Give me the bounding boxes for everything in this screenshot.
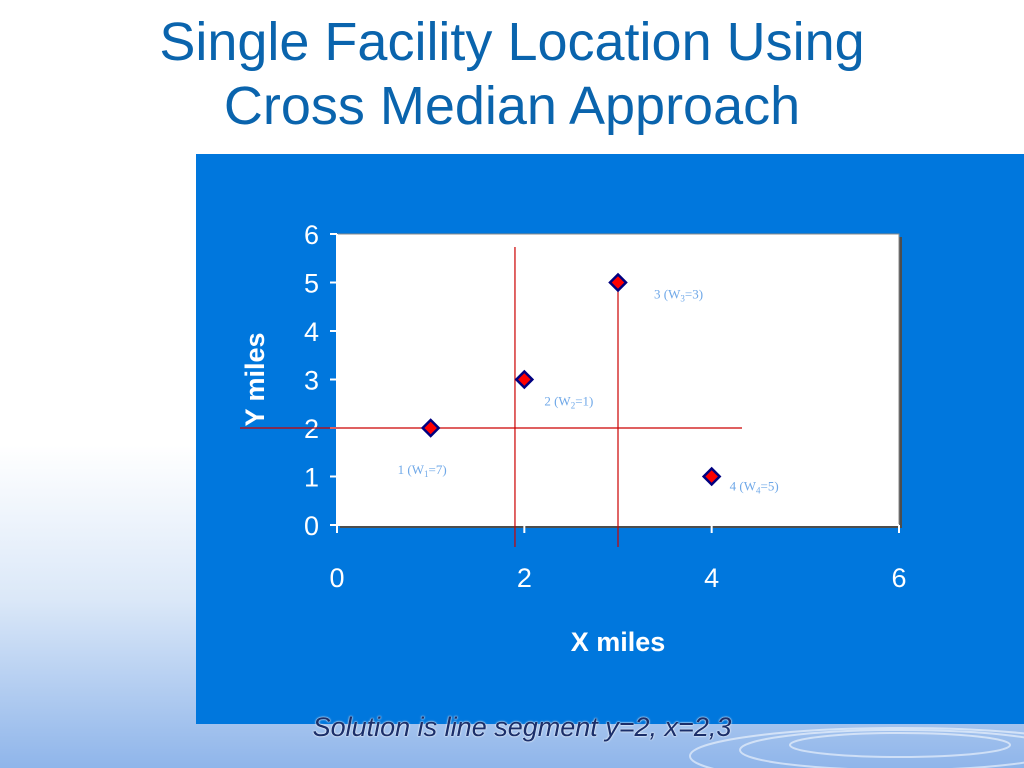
y-tick-label: 6 xyxy=(304,220,319,250)
data-point-label-1: 1 (W1=7) xyxy=(398,462,447,479)
y-tick-label: 3 xyxy=(304,366,319,396)
data-point-2 xyxy=(514,369,535,390)
weight-subscript: 4 xyxy=(756,486,761,496)
title-line-1: Single Facility Location Using xyxy=(159,12,865,72)
weight-text: 3 (W xyxy=(654,287,681,302)
weight-text: =7) xyxy=(429,462,447,477)
weight-text: 2 (W xyxy=(544,394,571,409)
weight-subscript: 3 xyxy=(680,294,685,304)
data-point-label-2: 2 (W2=1) xyxy=(544,394,593,411)
data-point-4 xyxy=(701,466,722,487)
data-point-label-3: 3 (W3=3) xyxy=(654,287,703,304)
weight-subscript: 2 xyxy=(571,401,576,411)
weight-text: 4 (W xyxy=(730,479,757,494)
x-tick-label: 2 xyxy=(517,563,532,593)
data-point-label-4: 4 (W4=5) xyxy=(730,479,779,496)
y-tick-label: 4 xyxy=(304,317,319,347)
data-point-3 xyxy=(608,272,628,293)
y-tick-label: 5 xyxy=(304,269,319,299)
title-line-2: Cross Median Approach xyxy=(223,76,801,136)
y-tick-label: 0 xyxy=(304,511,319,541)
weight-text: =5) xyxy=(761,479,779,494)
weight-text: 1 (W xyxy=(398,462,425,477)
y-tick-label: 2 xyxy=(304,414,319,444)
data-point-1 xyxy=(420,418,441,438)
weight-text: =1) xyxy=(575,394,593,409)
y-tick-label: 1 xyxy=(304,463,319,493)
x-axis-title: X miles xyxy=(571,627,666,657)
weight-subscript: 1 xyxy=(424,469,429,479)
slide-title: Single Facility Location Using Cross Med… xyxy=(0,10,1024,138)
y-axis-title: Y miles xyxy=(240,332,270,426)
x-tick-label: 0 xyxy=(329,563,344,593)
weight-text: =3) xyxy=(685,287,703,302)
x-tick-label: 4 xyxy=(704,563,719,593)
x-tick-label: 6 xyxy=(891,563,906,593)
solution-caption: Solution is line segment y=2, x=2,3 xyxy=(312,712,732,742)
